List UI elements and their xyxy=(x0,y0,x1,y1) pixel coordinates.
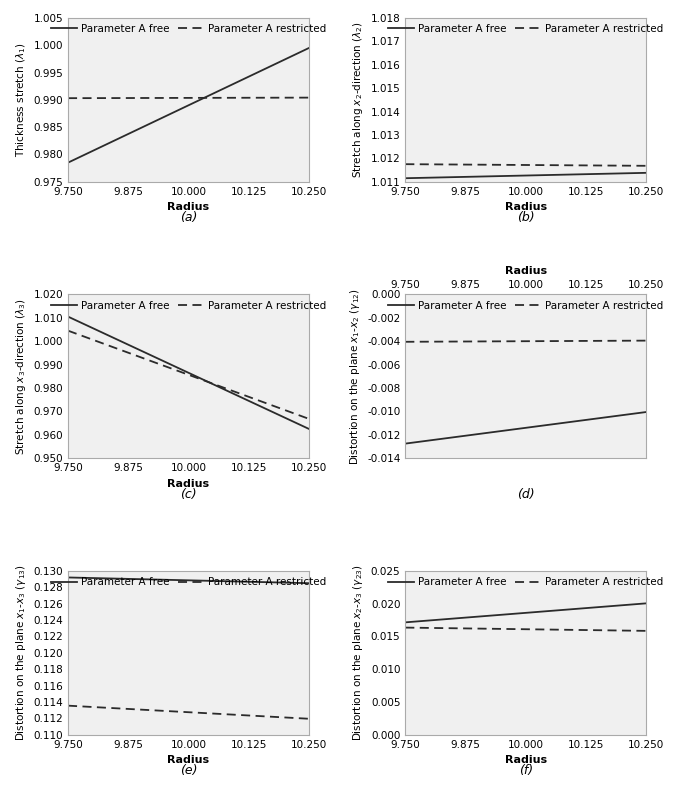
Legend: Parameter A free, Parameter A restricted: Parameter A free, Parameter A restricted xyxy=(384,573,668,592)
Legend: Parameter A free, Parameter A restricted: Parameter A free, Parameter A restricted xyxy=(384,296,668,314)
Legend: Parameter A free, Parameter A restricted: Parameter A free, Parameter A restricted xyxy=(46,296,331,314)
X-axis label: Radius: Radius xyxy=(505,755,547,765)
Y-axis label: Distortion on the plane $x_1$-$x_3$ ($\gamma_{13}$): Distortion on the plane $x_1$-$x_3$ ($\g… xyxy=(14,565,28,742)
Text: (b): (b) xyxy=(517,211,535,224)
Text: (d): (d) xyxy=(517,488,535,501)
X-axis label: Radius: Radius xyxy=(168,755,209,765)
Legend: Parameter A free, Parameter A restricted: Parameter A free, Parameter A restricted xyxy=(46,20,331,38)
X-axis label: Radius: Radius xyxy=(505,202,547,212)
Y-axis label: Distortion on the plane $x_2$-$x_3$ ($\gamma_{23}$): Distortion on the plane $x_2$-$x_3$ ($\g… xyxy=(351,565,366,742)
X-axis label: Radius: Radius xyxy=(505,266,547,276)
Legend: Parameter A free, Parameter A restricted: Parameter A free, Parameter A restricted xyxy=(384,20,668,38)
Y-axis label: Distortion on the plane $x_1$-$x_2$ ($\gamma_{12}$): Distortion on the plane $x_1$-$x_2$ ($\g… xyxy=(348,288,361,464)
Text: (e): (e) xyxy=(180,765,197,777)
Legend: Parameter A free, Parameter A restricted: Parameter A free, Parameter A restricted xyxy=(46,573,331,592)
Text: (a): (a) xyxy=(180,211,197,224)
Y-axis label: Thickness stretch ($\lambda_1$): Thickness stretch ($\lambda_1$) xyxy=(14,43,28,157)
Y-axis label: Stretch along $x_2$-direction ($\lambda_2$): Stretch along $x_2$-direction ($\lambda_… xyxy=(351,21,365,179)
Y-axis label: Stretch along $x_3$-direction ($\lambda_3$): Stretch along $x_3$-direction ($\lambda_… xyxy=(14,298,28,455)
X-axis label: Radius: Radius xyxy=(168,202,209,212)
Text: (c): (c) xyxy=(180,488,197,501)
Text: (f): (f) xyxy=(519,765,533,777)
X-axis label: Radius: Radius xyxy=(168,479,209,488)
